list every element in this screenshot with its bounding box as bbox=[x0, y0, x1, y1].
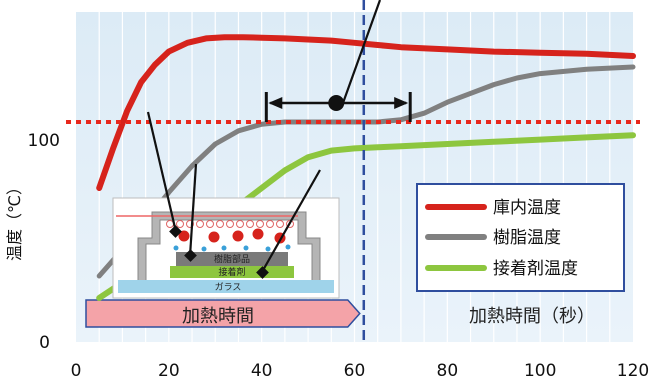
interval-arrow bbox=[264, 92, 412, 122]
inset-diagram: 樹脂部品 接着剤 ガラス bbox=[112, 197, 340, 299]
callout-lines bbox=[146, 111, 321, 273]
legend: 庫内温度 樹脂温度 接着剤温度 bbox=[416, 183, 625, 292]
heating-time-bar bbox=[85, 299, 361, 328]
x-tick-label-40: 40 bbox=[251, 361, 273, 381]
y-tick-label-100: 100 bbox=[28, 131, 60, 151]
inset-blue-dots bbox=[173, 244, 291, 252]
interval-dot bbox=[328, 95, 345, 111]
inset-label-adhesive: 接着剤 bbox=[218, 266, 245, 278]
series-line-chamber bbox=[96, 34, 636, 191]
heating-time-bar-label: 加熱時間 bbox=[182, 306, 254, 327]
inset-label-resin: 樹脂部品 bbox=[214, 253, 250, 265]
x-tick-label-120: 120 bbox=[617, 361, 649, 381]
x-tick-label-0: 0 bbox=[71, 361, 82, 381]
x-axis-label: 加熱時間（秒） bbox=[469, 306, 595, 327]
legend-label-resin: 樹脂温度 bbox=[493, 228, 561, 248]
x-tick-label-100: 100 bbox=[524, 361, 556, 381]
x-tick-labels: 0 20 40 60 80 100 120 bbox=[71, 361, 650, 381]
y-tick-label-0: 0 bbox=[39, 333, 50, 353]
x-tick-label-20: 20 bbox=[158, 361, 180, 381]
x-tick-label-60: 60 bbox=[344, 361, 366, 381]
interval-arrowhead-left bbox=[268, 97, 283, 109]
pointer-line-top bbox=[341, 0, 382, 104]
inset-red-circles bbox=[178, 228, 286, 244]
legend-label-chamber: 庫内温度 bbox=[493, 198, 561, 218]
y-axis-label: 温度（℃） bbox=[5, 179, 24, 261]
inset-label-glass: ガラス bbox=[215, 282, 242, 293]
inset-glass bbox=[118, 280, 334, 293]
interval-arrowhead-right bbox=[394, 97, 409, 109]
callout-markers bbox=[169, 225, 269, 279]
inset-resin-part bbox=[176, 252, 288, 266]
legend-label-adhesive: 接着剤温度 bbox=[493, 259, 578, 279]
x-tick-label-80: 80 bbox=[437, 361, 459, 381]
series-line-resin bbox=[96, 64, 636, 279]
